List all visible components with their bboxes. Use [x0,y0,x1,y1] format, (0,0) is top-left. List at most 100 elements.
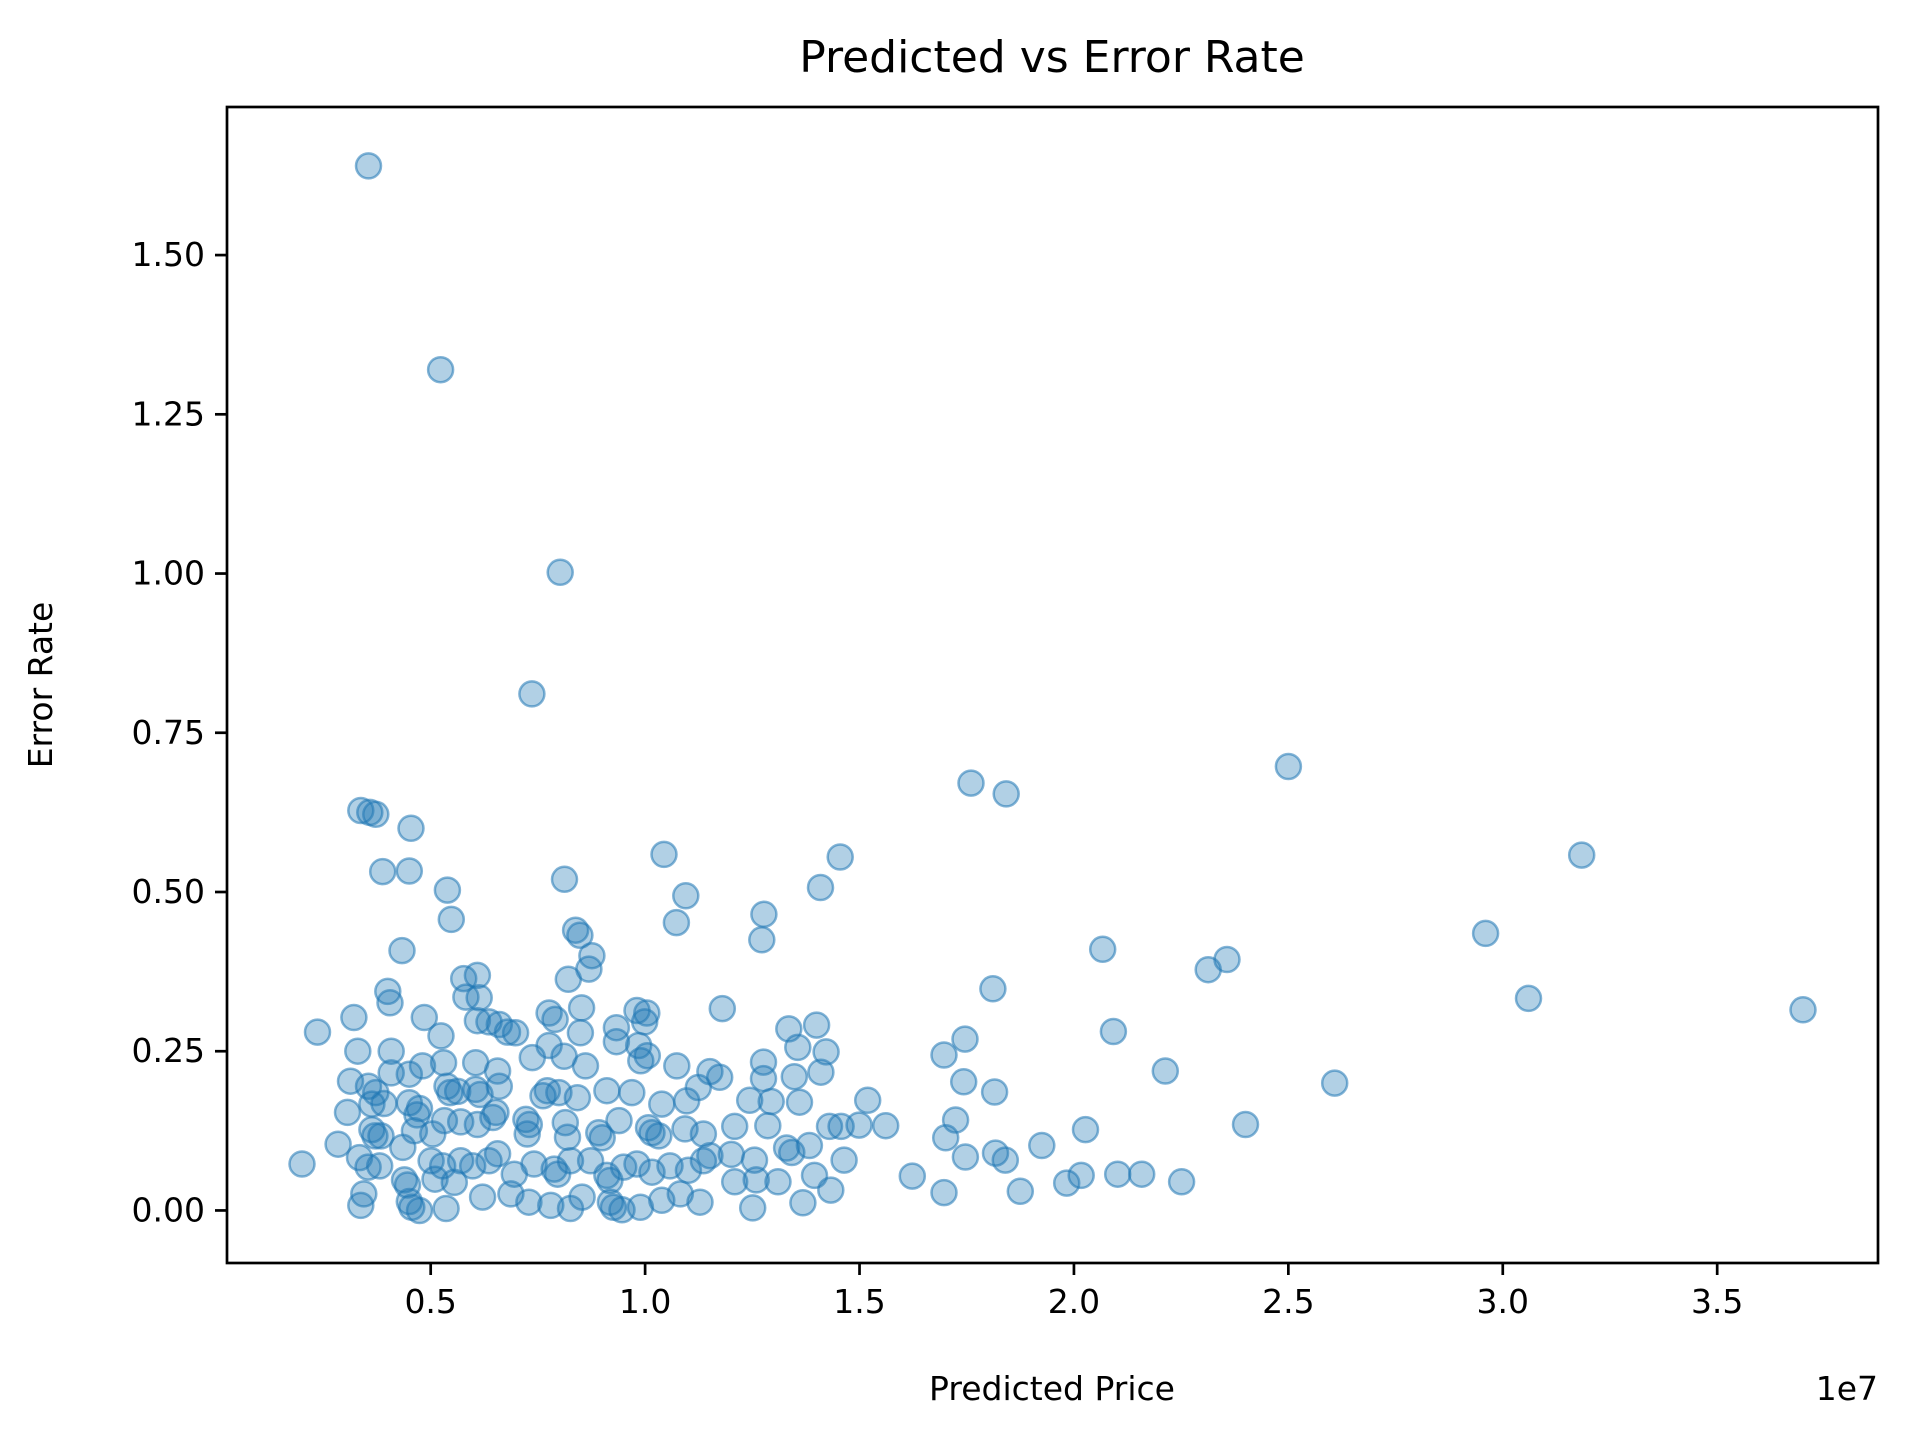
data-point [633,1041,662,1070]
data-point [735,1086,764,1115]
data-point [513,1120,541,1148]
chart-title: Predicted vs Error Rate [799,32,1305,83]
data-point [1088,935,1117,964]
data-point [757,1087,785,1116]
data-point [802,1011,831,1039]
data-point [566,1019,595,1047]
data-point [361,1122,389,1150]
data-point [871,1111,900,1140]
data-point [979,975,1007,1003]
y-tick-label: 1.50 [132,235,205,274]
data-point [949,1068,978,1096]
data-point [991,1146,1020,1174]
data-point [650,840,678,869]
data-point [830,1146,858,1174]
data-point [1067,1161,1095,1190]
data-point [663,1052,691,1080]
x-axis-label: Predicted Price [929,1369,1175,1408]
data-point [432,1194,460,1223]
data-point [784,1033,812,1062]
data-point [429,1048,458,1077]
data-point [541,1005,569,1034]
data-point [410,1003,439,1032]
data-point [630,1008,659,1036]
data-point [980,1078,1009,1106]
data-point [433,876,462,904]
data-point [720,1168,749,1196]
data-point [546,558,574,587]
data-point [520,1150,548,1178]
data-point [333,1098,362,1127]
y-tick-label: 0.25 [132,1031,205,1070]
data-point [324,1130,352,1158]
data-point [571,1052,600,1080]
data-point [465,983,493,1012]
data-point [740,1146,769,1174]
data-point [479,1103,507,1132]
data-point [458,1152,487,1180]
plot-border [225,105,1880,1265]
data-point [537,1191,565,1220]
data-point [789,1189,817,1217]
x-tick-label: 0.5 [404,1282,456,1321]
data-point [1103,1160,1132,1188]
data-point [468,1183,497,1211]
data-point [742,1166,770,1194]
data-point [568,1183,596,1211]
data-point [807,1058,835,1086]
y-tick-label: 0.50 [132,872,205,911]
data-point [618,1078,646,1107]
data-point [1028,1131,1056,1160]
data-point [754,1111,782,1140]
x-tick-label: 1.0 [619,1282,671,1321]
data-point [501,1019,530,1047]
data-point [1099,1017,1128,1046]
data-point [748,926,776,954]
data-point [750,900,778,929]
data-point [1052,1169,1081,1197]
data-point [1789,996,1817,1024]
data-point [605,1106,633,1135]
data-point [623,1150,651,1178]
data-point [1471,919,1500,948]
data-point [550,865,579,894]
x-tick-label: 1.5 [833,1282,885,1321]
data-point [395,1060,424,1088]
x-axis-offset-label: 1e7 [1816,1369,1878,1408]
data-point [553,1123,582,1151]
data-point [951,1025,979,1053]
data-point [515,1188,543,1216]
x-tick-label: 2.5 [1262,1282,1314,1321]
data-point [951,1143,980,1171]
data-point [1274,752,1303,781]
data-point [602,1027,631,1056]
data-point [1071,1115,1100,1144]
data-point [853,1086,882,1115]
y-tick-label: 1.25 [132,394,205,433]
data-point [689,1120,718,1148]
data-point [1151,1057,1180,1085]
points-layer [288,152,1817,1225]
data-point [812,1038,840,1066]
data-point [515,1110,544,1139]
data-point [303,1018,332,1046]
data-point [563,1083,592,1112]
data-point [518,1043,547,1072]
data-point [437,905,466,934]
data-point [566,921,594,950]
data-point [645,1122,673,1150]
data-point [567,994,596,1022]
data-point [689,1147,718,1175]
data-point [340,1003,368,1032]
y-tick-label: 1.00 [132,554,205,593]
data-point [288,1150,316,1178]
data-point [556,1147,585,1175]
data-point [602,1013,631,1042]
x-tick-label: 2.0 [1048,1282,1100,1321]
data-point [686,1188,714,1216]
data-point [1006,1177,1035,1206]
y-tick-label: 0.75 [132,713,205,752]
data-point [368,857,397,886]
y-tick-label: 0.00 [132,1190,205,1229]
